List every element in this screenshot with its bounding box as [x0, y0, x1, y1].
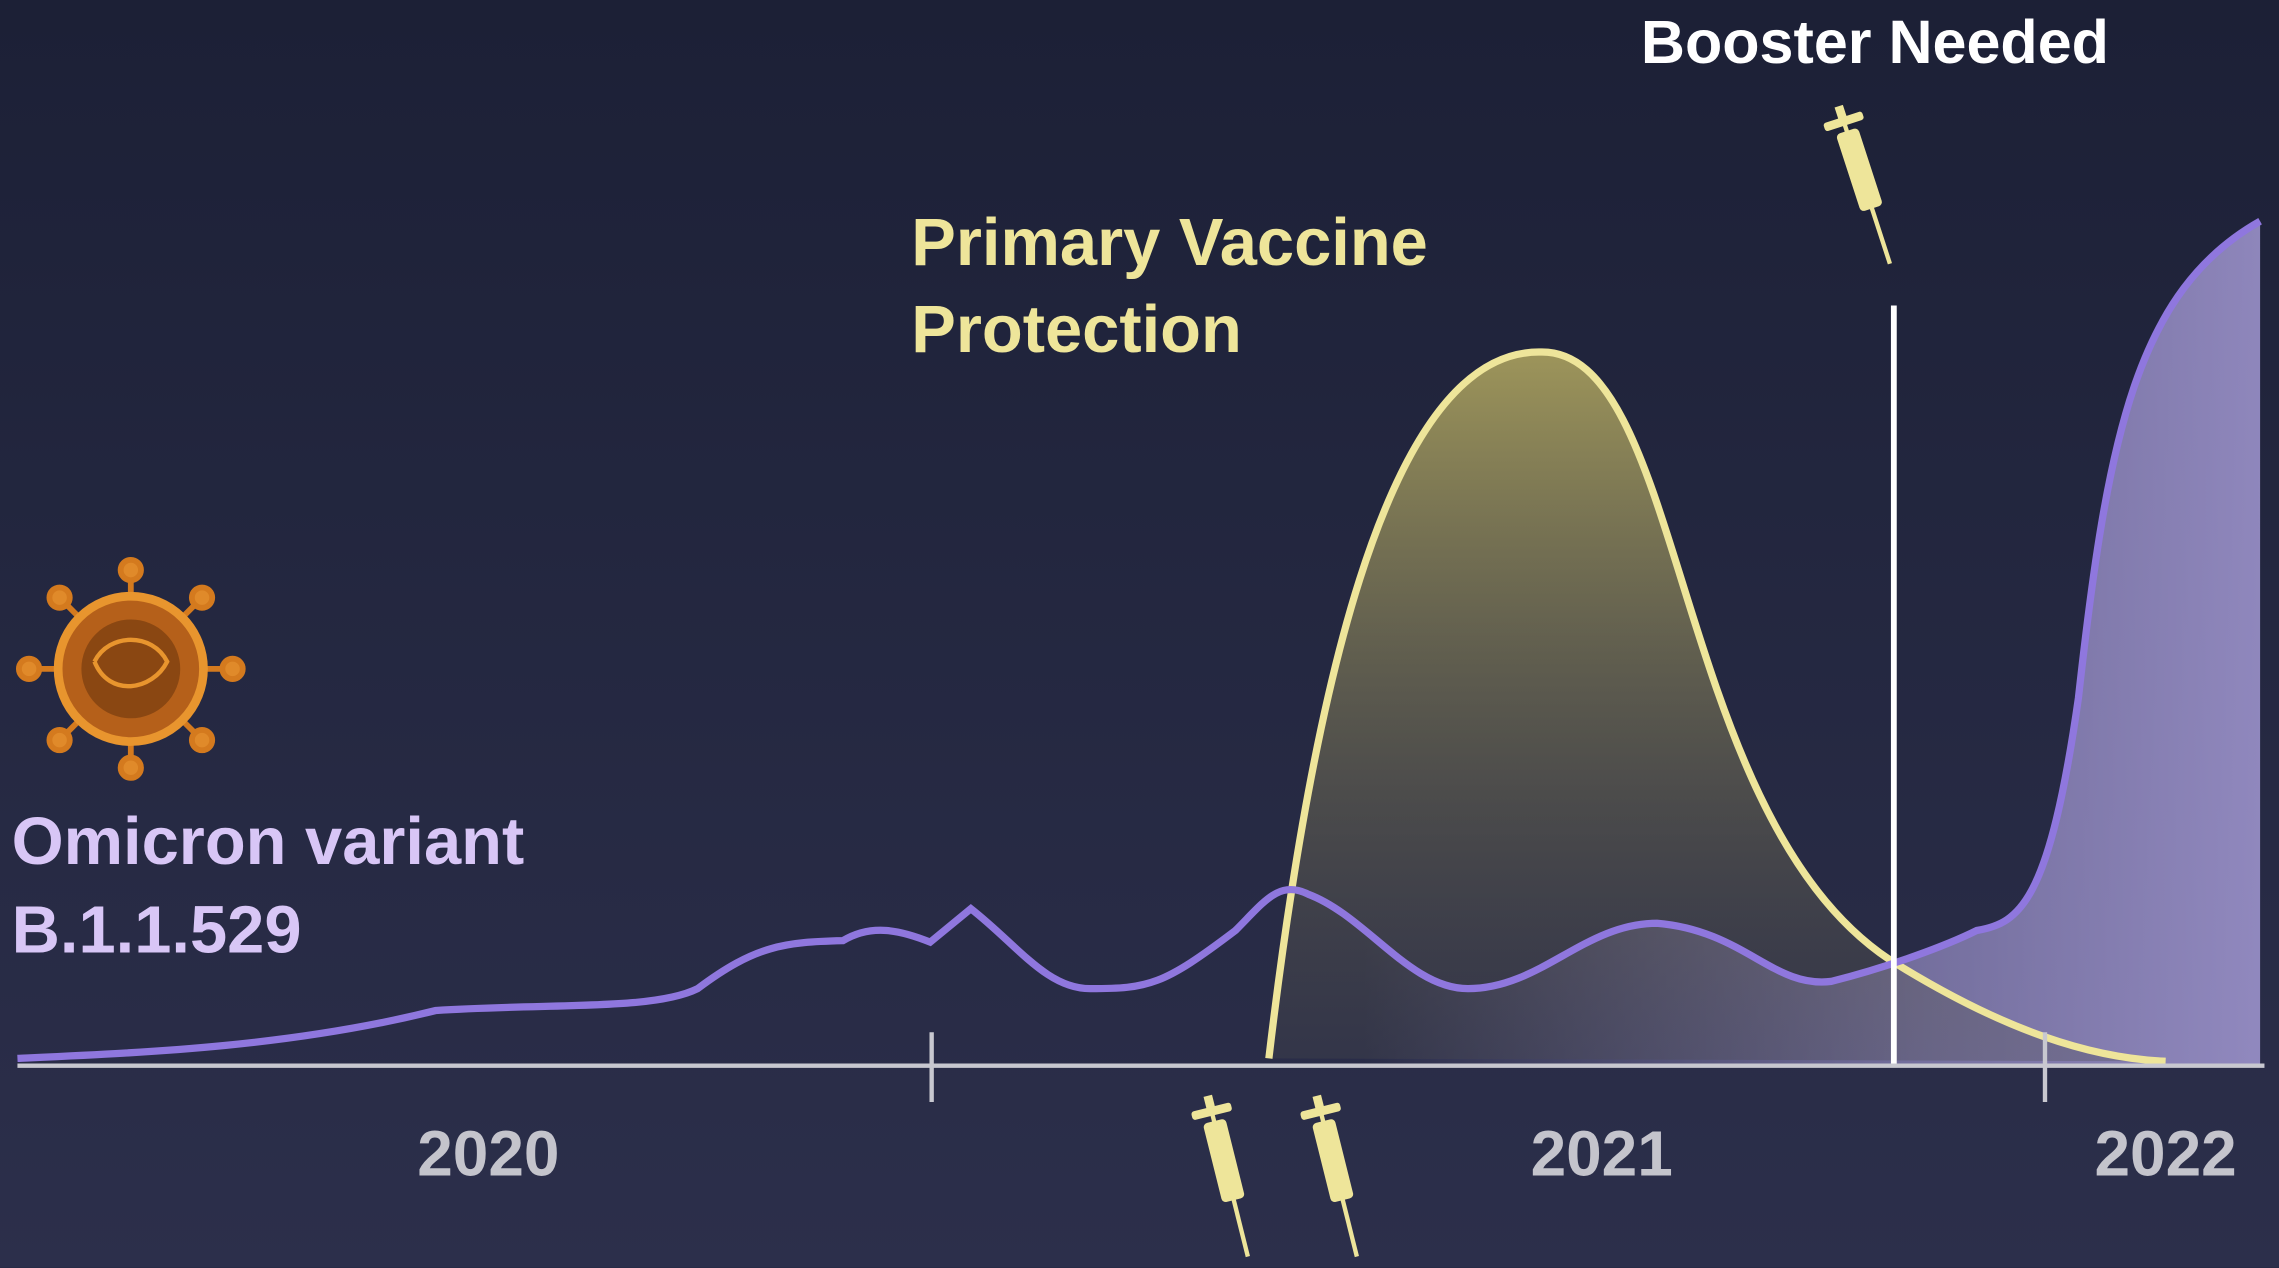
virus-icon	[19, 560, 243, 778]
vaccine-label: Primary Vaccine	[911, 205, 1428, 280]
vaccine-label: Protection	[911, 292, 1242, 367]
illustration: 2020 2021 2022 Booster Needed Primary Va…	[0, 0, 2279, 1268]
year-label: 2021	[1531, 1118, 1673, 1190]
booster-label: Booster Needed	[1641, 8, 2109, 76]
year-label: 2022	[2095, 1118, 2237, 1190]
background	[0, 0, 2279, 1267]
variant-label: B.1.1.529	[12, 893, 302, 968]
year-label: 2020	[417, 1118, 559, 1190]
page: {"annotations": {"booster": "Booster Nee…	[0, 0, 2279, 1268]
variant-label: Omicron variant	[12, 804, 525, 879]
